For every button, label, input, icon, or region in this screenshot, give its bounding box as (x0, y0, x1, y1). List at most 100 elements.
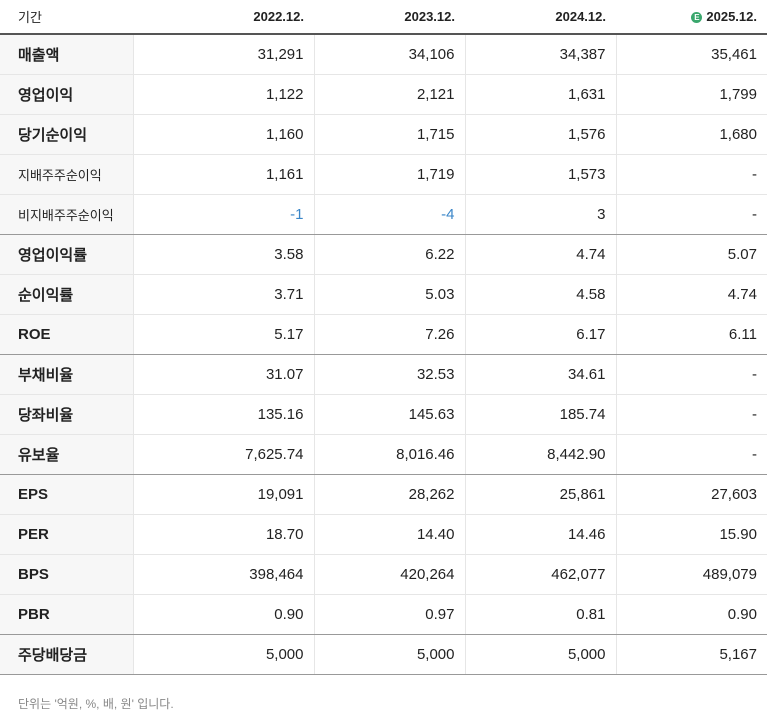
table-cell: 4.74 (615, 274, 767, 315)
table-cell: 6.17 (464, 314, 616, 355)
row-label: 당좌비율 (0, 394, 133, 435)
table-cell: 6.22 (313, 234, 465, 275)
row-label: BPS (0, 554, 133, 595)
table-cell: 5,000 (132, 634, 314, 675)
row-label: 비지배주주순이익 (0, 194, 133, 235)
table-row: 순이익률 3.71 5.03 4.58 4.74 (0, 274, 767, 315)
table-row: 영업이익률 3.58 6.22 4.74 5.07 (0, 234, 767, 275)
table-cell: 1,719 (313, 154, 465, 195)
table-cell: 0.97 (313, 594, 465, 635)
row-label: PBR (0, 594, 133, 635)
table-cell: 1,631 (464, 74, 616, 115)
table-cell: 34,387 (464, 34, 616, 75)
table-cell: 3 (464, 194, 616, 235)
financial-summary-table: 기간 2022.12. 2023.12. 2024.12. E 2025.12. … (0, 0, 767, 675)
table-cell: 5.07 (615, 234, 767, 275)
table-cell: 1,573 (464, 154, 616, 195)
row-label: 순이익률 (0, 274, 133, 315)
table-cell: 5,167 (615, 634, 767, 675)
row-label: 당기순이익 (0, 114, 133, 155)
table-cell: -4 (313, 194, 465, 235)
table-cell: 28,262 (313, 474, 465, 515)
table-cell: 6.11 (615, 314, 767, 355)
table-cell: 4.58 (464, 274, 616, 315)
table-cell: 1,680 (615, 114, 767, 155)
table-cell: 4.74 (464, 234, 616, 275)
table-cell: - (615, 194, 767, 235)
table-cell: 0.90 (132, 594, 314, 635)
table-cell: 7,625.74 (132, 434, 314, 475)
table-cell: 15.90 (615, 514, 767, 555)
table-cell: 8,442.90 (464, 434, 616, 475)
table-cell: 1,161 (132, 154, 314, 195)
row-label: EPS (0, 474, 133, 515)
row-label: 영업이익률 (0, 234, 133, 275)
header-row: 기간 2022.12. 2023.12. 2024.12. E 2025.12. (0, 0, 767, 35)
table-cell: 1,799 (615, 74, 767, 115)
table-cell: 27,603 (615, 474, 767, 515)
table-row: BPS 398,464 420,264 462,077 489,079 (0, 554, 767, 595)
table-row: 영업이익 1,122 2,121 1,631 1,799 (0, 74, 767, 115)
table-row: EPS 19,091 28,262 25,861 27,603 (0, 474, 767, 515)
table-row: 주당배당금 5,000 5,000 5,000 5,167 (0, 634, 767, 675)
table-cell: 19,091 (132, 474, 314, 515)
table-cell: 7.26 (313, 314, 465, 355)
column-header-2022: 2022.12. (133, 0, 314, 35)
table-cell: 31,291 (132, 34, 314, 75)
table-cell: - (615, 394, 767, 435)
table-cell: 5.03 (313, 274, 465, 315)
table-cell: 462,077 (464, 554, 616, 595)
table-row: PER 18.70 14.40 14.46 15.90 (0, 514, 767, 555)
table-row: 매출액 31,291 34,106 34,387 35,461 (0, 34, 767, 75)
table-row: 부채비율 31.07 32.53 34.61 - (0, 354, 767, 395)
column-header-2024: 2024.12. (465, 0, 616, 35)
table-cell: 18.70 (132, 514, 314, 555)
table-cell: 32.53 (313, 354, 465, 395)
table-cell: 1,122 (132, 74, 314, 115)
table-cell: 145.63 (313, 394, 465, 435)
table-cell: 25,861 (464, 474, 616, 515)
unit-note: 단위는 '억원, %, 배, 원' 입니다. (18, 697, 174, 711)
column-header-2025-label: 2025.12. (706, 9, 757, 24)
table-cell: 1,160 (132, 114, 314, 155)
table-cell: 0.81 (464, 594, 616, 635)
table-cell: - (615, 434, 767, 475)
table-row: 지배주주순이익 1,161 1,719 1,573 - (0, 154, 767, 195)
table-cell: 3.71 (132, 274, 314, 315)
table-cell: 0.90 (615, 594, 767, 635)
table-row: PBR 0.90 0.97 0.81 0.90 (0, 594, 767, 635)
table-cell: 14.46 (464, 514, 616, 555)
table-cell: 34.61 (464, 354, 616, 395)
table-cell: 14.40 (313, 514, 465, 555)
table-cell: 5.17 (132, 314, 314, 355)
table-cell: 1,576 (464, 114, 616, 155)
row-label: 주당배당금 (0, 634, 133, 675)
table-cell: 398,464 (132, 554, 314, 595)
column-header-2023: 2023.12. (314, 0, 465, 35)
column-header-2025-estimate: E 2025.12. (616, 0, 767, 35)
table-cell: 489,079 (615, 554, 767, 595)
table-cell: - (615, 354, 767, 395)
table-row: 비지배주주순이익 -1 -4 3 - (0, 194, 767, 235)
estimate-icon: E (691, 12, 703, 23)
table-cell: 5,000 (464, 634, 616, 675)
table-row: 당기순이익 1,160 1,715 1,576 1,680 (0, 114, 767, 155)
table-cell: 1,715 (313, 114, 465, 155)
table-cell: 135.16 (132, 394, 314, 435)
period-header: 기간 (0, 0, 133, 35)
table-cell: 34,106 (313, 34, 465, 75)
table-cell: 35,461 (615, 34, 767, 75)
table-cell: -1 (132, 194, 314, 235)
row-label: 영업이익 (0, 74, 133, 115)
table-row: 당좌비율 135.16 145.63 185.74 - (0, 394, 767, 435)
table-row: 유보율 7,625.74 8,016.46 8,442.90 - (0, 434, 767, 475)
row-label: 매출액 (0, 34, 133, 75)
table-cell: 185.74 (464, 394, 616, 435)
table-cell: 31.07 (132, 354, 314, 395)
table-cell: 420,264 (313, 554, 465, 595)
table-row: ROE 5.17 7.26 6.17 6.11 (0, 314, 767, 355)
row-label: ROE (0, 314, 133, 355)
row-label: 유보율 (0, 434, 133, 475)
table-cell: 5,000 (313, 634, 465, 675)
row-label: 지배주주순이익 (0, 154, 133, 195)
